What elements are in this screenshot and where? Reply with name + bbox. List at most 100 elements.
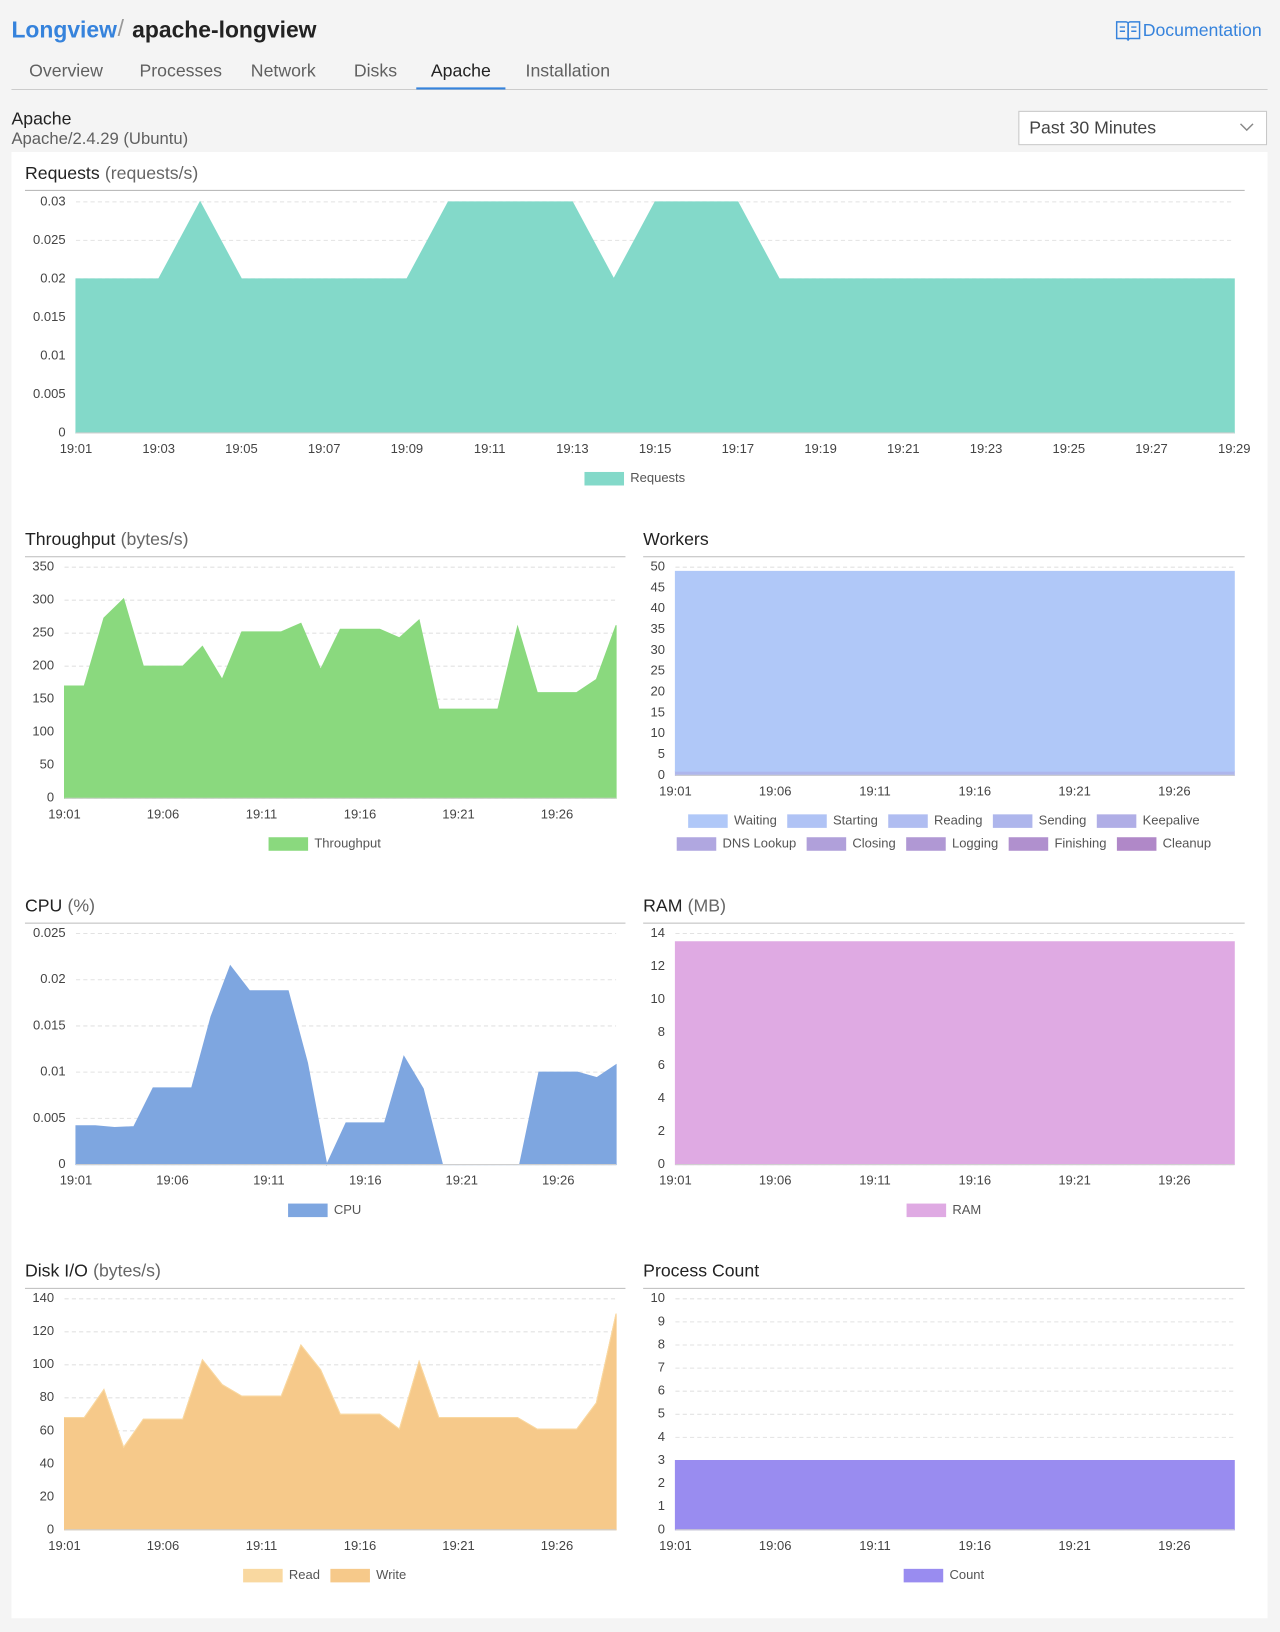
breadcrumb-separator: / xyxy=(118,15,125,41)
x-tick-label: 19:05 xyxy=(225,441,258,456)
chart: RAM (MB) 0 2 4 6 8 10 12 14 19:01 19:06 19:11 19:16 19… xyxy=(643,895,1245,1218)
y-tick-label: 15 xyxy=(651,704,665,719)
legend-label: Logging xyxy=(952,835,998,850)
x-tick-label: 19:06 xyxy=(759,1173,792,1188)
chart: Throughput (bytes/s)050100150200250300350… xyxy=(24,529,626,851)
legend-label: Starting xyxy=(833,813,878,828)
y-tick-label: 300 xyxy=(32,592,54,607)
legend-swatch xyxy=(1008,837,1049,851)
y-tick-label: 60 xyxy=(40,1422,54,1437)
chart-unit: (MB) xyxy=(688,895,726,915)
chart-title-text: Process Count xyxy=(643,1260,759,1280)
y-tick-label: 0 xyxy=(58,1156,65,1171)
x-tick-label: 19:11 xyxy=(859,1538,891,1553)
time-range-select[interactable] xyxy=(1018,110,1268,146)
x-tick-label: 19:13 xyxy=(556,441,589,456)
x-tick-label: 19:19 xyxy=(804,441,837,456)
x-tick-label: 19:16 xyxy=(959,783,992,798)
x-tick-label: 19:26 xyxy=(542,1173,575,1188)
y-tick-label: 7 xyxy=(658,1360,665,1375)
y-tick-label: 8 xyxy=(658,1336,665,1351)
y-tick-label: 250 xyxy=(32,625,54,640)
x-tick-label: 19:16 xyxy=(349,1173,382,1188)
x-tick-label: 19:06 xyxy=(759,783,792,798)
y-tick-label: 6 xyxy=(658,1057,665,1072)
x-tick-label: 19:21 xyxy=(446,1173,479,1188)
breadcrumb-root[interactable]: Longview xyxy=(11,16,117,42)
x-tick-label: 19:01 xyxy=(60,1173,93,1188)
area xyxy=(674,1459,1235,1531)
legend-label: RAM xyxy=(952,1202,981,1217)
x-tick-label: 19:01 xyxy=(60,441,93,456)
x-tick-label: 19:01 xyxy=(659,1538,692,1553)
tab[interactable]: Overview xyxy=(29,60,103,80)
chart-title-text: CPU xyxy=(25,895,62,915)
y-tick-label: 40 xyxy=(651,600,665,615)
area xyxy=(674,570,1235,772)
y-tick-label: 0 xyxy=(658,1521,665,1536)
chart-title: RAM (MB) xyxy=(643,895,726,915)
chart-title-text: Requests xyxy=(25,162,100,182)
y-tick-label: 35 xyxy=(651,621,665,636)
y-tick-label: 20 xyxy=(40,1488,54,1503)
x-tick-label: 19:09 xyxy=(391,441,424,456)
y-tick-label: 10 xyxy=(651,991,665,1006)
y-tick-label: 45 xyxy=(651,579,665,594)
tab[interactable]: Disks xyxy=(354,60,397,80)
tab[interactable]: Installation xyxy=(526,60,611,80)
y-tick-label: 0.03 xyxy=(40,193,65,208)
chart-title-text: RAM xyxy=(643,895,682,915)
legend-swatch xyxy=(888,814,928,828)
time-range-value: Past 30 Minutes xyxy=(1029,118,1156,138)
legend-label: Keepalive xyxy=(1143,813,1200,828)
tab[interactable]: Apache xyxy=(431,60,491,80)
y-tick-label: 0.025 xyxy=(33,232,66,247)
legend-swatch xyxy=(268,837,309,851)
chart-title: Disk I/O (bytes/s) xyxy=(25,1260,161,1280)
y-tick-label: 100 xyxy=(32,724,54,739)
x-tick-label: 19:25 xyxy=(1053,441,1086,456)
y-tick-label: 30 xyxy=(651,642,665,657)
y-tick-label: 0.02 xyxy=(40,270,65,285)
chart: CPU (%) 0 0.005 0.01 0.015 0.02 0.025 19:01 19:06… xyxy=(24,895,626,1218)
legend-swatch xyxy=(243,1568,283,1583)
legend-label: Count xyxy=(949,1567,984,1582)
legend-swatch xyxy=(1116,837,1157,851)
legend-swatch xyxy=(906,837,946,851)
x-tick-label: 19:21 xyxy=(887,441,920,456)
x-tick-label: 19:01 xyxy=(659,1173,692,1188)
x-tick-label: 19:29 xyxy=(1218,441,1251,456)
y-tick-label: 9 xyxy=(658,1313,665,1328)
chart-title-text: Disk I/O xyxy=(25,1260,88,1280)
tab[interactable]: Processes xyxy=(139,60,222,80)
chart: Requests (requests/s)00.0050.010.0150.020… xyxy=(24,162,1251,486)
legend-swatch xyxy=(288,1203,328,1218)
x-tick-label: 19:26 xyxy=(1158,783,1191,798)
area xyxy=(674,770,1235,776)
y-tick-label: 0.01 xyxy=(40,347,65,362)
chart-title: Workers xyxy=(643,529,709,549)
y-tick-label: 100 xyxy=(32,1356,54,1371)
x-tick-label: 19:21 xyxy=(1058,1538,1091,1553)
x-tick-label: 19:26 xyxy=(1158,1538,1191,1553)
x-tick-label: 19:03 xyxy=(142,441,175,456)
y-tick-label: 0 xyxy=(47,790,54,805)
breadcrumb-current: apache-longview xyxy=(132,16,317,42)
legend-label: CPU xyxy=(334,1202,361,1217)
tab[interactable]: Network xyxy=(251,60,316,80)
y-tick-label: 140 xyxy=(32,1290,54,1305)
y-tick-label: 1 xyxy=(658,1498,665,1513)
y-tick-label: 0.01 xyxy=(40,1064,65,1079)
x-tick-label: 19:16 xyxy=(959,1173,992,1188)
legend-swatch xyxy=(806,837,847,851)
y-tick-label: 0.025 xyxy=(33,925,66,940)
documentation-link[interactable]: Documentation xyxy=(1143,20,1262,40)
x-tick-label: 19:06 xyxy=(147,1538,180,1553)
legend-label: Cleanup xyxy=(1163,835,1211,850)
legend-swatch xyxy=(676,837,717,851)
y-tick-label: 14 xyxy=(651,925,665,940)
docs-icon xyxy=(1115,21,1141,41)
chart-title: Throughput (bytes/s) xyxy=(25,529,189,549)
chart-title: Process Count xyxy=(643,1260,759,1280)
